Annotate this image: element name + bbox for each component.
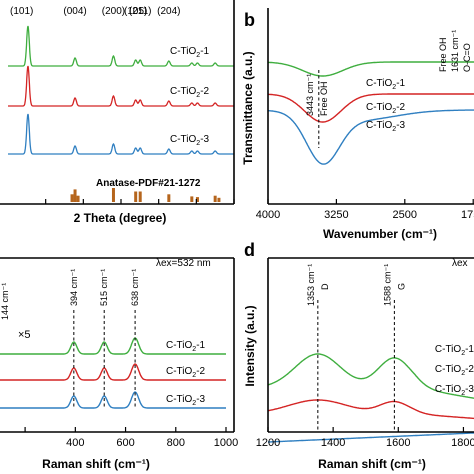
raman-annotation: 638 cm⁻¹	[130, 269, 140, 306]
y-axis-title: Intensity (a.u.)	[243, 305, 257, 386]
reference-stick	[217, 197, 221, 202]
x-tick-label: 1200	[256, 437, 280, 449]
reference-stick	[70, 194, 74, 202]
excitation-label: λex=532 nm	[156, 258, 211, 269]
x-tick-label: 1000	[214, 437, 238, 449]
x-tick-label: 2500	[393, 209, 417, 221]
reference-stick	[73, 189, 77, 202]
x-tick-label: 3250	[324, 209, 348, 221]
raman-d-annotation: 1588 cm⁻¹	[382, 264, 392, 306]
reference-stick	[76, 195, 80, 202]
series-label: C-TiO2-1	[435, 344, 474, 357]
series-label: C-TiO2-1	[166, 340, 206, 353]
x-tick-label: 1750	[461, 209, 474, 221]
series-label: C-TiO2-1	[170, 46, 210, 59]
y-axis-title: Transmittance (a.u.)	[241, 51, 255, 164]
xrd-peak-label: (105)	[124, 6, 147, 17]
reference-label: Anatase-PDF#21-1272	[96, 178, 201, 189]
reference-stick	[111, 188, 115, 202]
series-label: C-TiO2-1	[366, 78, 406, 91]
x-tick-label: 1800	[451, 437, 474, 449]
xrd-peak-label: (004)	[63, 6, 86, 17]
x-tick-label: 600	[116, 437, 134, 449]
panel-label: b	[244, 10, 255, 30]
raman-d-curve-3	[268, 432, 474, 443]
reference-stick	[190, 196, 194, 202]
x-tick-label: 800	[167, 437, 185, 449]
xrd-curve-3	[8, 113, 234, 155]
series-label: C-TiO2-2	[166, 366, 206, 379]
xrd-peak-label: (101)	[10, 6, 33, 17]
series-label: C-TiO2-2	[170, 86, 210, 99]
series-label: C-TiO2-3	[170, 134, 210, 147]
reference-stick	[195, 197, 199, 202]
raman-annotation: 515 cm⁻¹	[99, 269, 109, 306]
x-tick-label: 1400	[321, 437, 345, 449]
xrd-curve-1	[8, 25, 234, 67]
multiplier-label: ×5	[18, 329, 31, 341]
reference-stick	[138, 191, 142, 202]
ftir-curve-2	[268, 93, 474, 123]
series-label: C-TiO2-3	[435, 384, 474, 397]
ftir-annotation: Free OH	[319, 81, 329, 116]
raman-d-curve-1	[267, 353, 474, 399]
ftir-curve-3	[267, 109, 474, 165]
raman-annotation: 394 cm⁻¹	[69, 269, 79, 306]
reference-stick	[134, 191, 138, 202]
raman-curve-1	[0, 337, 226, 355]
series-label: C-TiO2-3	[366, 120, 406, 133]
x-axis-title: Raman shift (cm⁻¹)	[318, 457, 426, 471]
raman-d-annotation: D	[320, 283, 330, 290]
x-axis-title: 2 Theta (degree)	[74, 211, 167, 225]
series-label: C-TiO2-2	[435, 364, 474, 377]
x-tick-label: 1600	[386, 437, 410, 449]
raman-d-curve-2	[267, 399, 474, 420]
xrd-peak-label: (200)	[102, 6, 125, 17]
ftir-annotation: 3443 cm⁻¹	[305, 74, 315, 116]
series-label: C-TiO2-3	[166, 394, 206, 407]
x-tick-label: 4000	[256, 209, 280, 221]
xrd-peak-label: (211)	[129, 6, 152, 17]
x-axis-title: Raman shift (cm⁻¹)	[42, 457, 150, 471]
xrd-curve-2	[8, 65, 234, 107]
raman-d-annotation: 1353 cm⁻¹	[306, 264, 316, 306]
ftir-annotation: O-C=O	[462, 43, 472, 72]
raman-d-annotation: G	[396, 283, 406, 290]
reference-stick	[167, 194, 171, 202]
xrd-peak-label: (204)	[157, 6, 180, 17]
ftir-annotation: Free OH	[438, 37, 448, 72]
x-tick-label: 400	[66, 437, 84, 449]
raman-curve-3	[0, 391, 226, 409]
ftir-curve-1	[267, 61, 474, 77]
raman-curve-2	[0, 363, 226, 381]
x-axis-title: Wavenumber (cm⁻¹)	[323, 227, 437, 241]
excitation-label: λex	[452, 258, 468, 269]
raman-annotation: 144 cm⁻¹	[0, 283, 10, 320]
series-label: C-TiO2-2	[366, 102, 406, 115]
reference-stick	[213, 195, 217, 202]
ftir-annotation: 1631 cm⁻¹	[450, 30, 460, 72]
panel-label: d	[244, 240, 255, 260]
